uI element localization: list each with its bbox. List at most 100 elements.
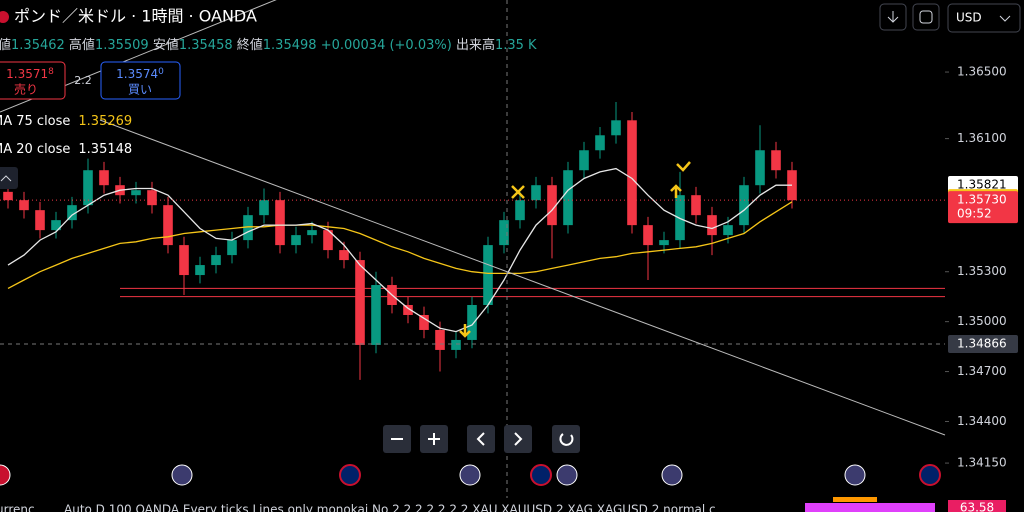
event-icon[interactable] — [171, 464, 193, 486]
sell-label: 売り — [14, 82, 38, 97]
legend-value: 1.35269 — [78, 114, 132, 129]
sell-button[interactable]: 1.35718 売り — [0, 61, 66, 100]
y-tick-label: 1.36500 — [957, 65, 1007, 79]
candle-body — [179, 245, 189, 276]
event-icon[interactable] — [844, 464, 866, 486]
candle-body — [3, 191, 13, 201]
value-box — [948, 500, 1006, 512]
candle-body — [643, 225, 653, 246]
ohlc-value: 1.35498 — [263, 38, 317, 53]
sell-box[interactable] — [0, 61, 66, 100]
volume-label: 出来高 — [456, 37, 495, 53]
candle-body — [579, 150, 589, 171]
event-icon[interactable] — [459, 464, 481, 486]
dropdown-icon — [999, 15, 1011, 22]
collapse-button[interactable] — [0, 167, 18, 189]
ohlc-label: 安値 — [153, 37, 179, 53]
ohlc-label: 高値 — [69, 37, 95, 53]
signal-down — [459, 324, 471, 338]
reset-button[interactable] — [552, 425, 580, 453]
candle-body — [19, 200, 29, 211]
signals — [459, 161, 691, 338]
status-value: 63.58 — [960, 501, 994, 512]
candle-body — [723, 225, 733, 236]
candle-body — [99, 170, 109, 186]
event-icon[interactable] — [339, 464, 361, 486]
currency-select[interactable]: USD — [947, 3, 1021, 33]
symbol-title: ポンド／米ドル · 1時間 · OANDA — [14, 7, 257, 26]
candle-body — [51, 220, 61, 231]
status-bar — [0, 498, 1024, 512]
buy-price-line: 1.35740 — [116, 67, 164, 81]
ohlc-label: 終値 — [237, 37, 263, 53]
candle-body — [355, 260, 365, 345]
candle-body — [35, 210, 45, 231]
buy-price: 1.3574 — [116, 67, 158, 81]
candle-body — [739, 185, 749, 226]
event-icon[interactable] — [530, 464, 552, 486]
candle-body — [371, 285, 381, 345]
candle-body — [595, 135, 605, 151]
y-tick-label: 1.34400 — [957, 414, 1007, 428]
plot — [0, 102, 945, 380]
candle-body — [499, 220, 509, 246]
buy-button[interactable]: 1.35740 買い — [100, 61, 181, 100]
price-label-box — [948, 334, 1018, 353]
scroll-left-button[interactable] — [467, 425, 495, 453]
moving-average — [7, 167, 792, 333]
status-tag — [805, 503, 935, 512]
legend-entry: MA 20 close 1.35148 — [0, 142, 132, 157]
collapse-icon — [0, 175, 12, 182]
sell-price: 1.3571 — [6, 67, 48, 81]
legend-value: 1.35148 — [78, 142, 132, 157]
moving-average — [7, 201, 793, 289]
legend-name: MA 75 close — [0, 114, 70, 129]
flag-icon — [0, 11, 9, 23]
status-tag — [833, 497, 877, 502]
candle-body — [531, 185, 541, 201]
select-box[interactable] — [947, 3, 1021, 33]
buy-box[interactable] — [100, 61, 181, 100]
candle-body — [659, 240, 669, 246]
event-icon[interactable] — [0, 464, 11, 486]
candle-body — [451, 339, 461, 350]
y-tick-label: 1.34150 — [957, 456, 1007, 470]
trend-line — [99, 119, 946, 436]
candle-body — [755, 150, 765, 186]
y-tick-label: 1.35300 — [957, 264, 1007, 278]
ohlc-value: 1.35462 — [11, 38, 65, 53]
collapse-box[interactable] — [0, 167, 18, 189]
legend-name: MA 20 close — [0, 142, 70, 157]
signal-check — [676, 161, 691, 172]
candle-body — [339, 250, 349, 261]
indicator-legend: MA 75 close 1.35269 MA 20 close 1.35148 — [0, 114, 132, 157]
candle-body — [131, 190, 141, 196]
download-button[interactable] — [879, 3, 907, 31]
candle-body — [195, 265, 205, 276]
fullscreen-button[interactable] — [912, 3, 940, 31]
candle-body — [211, 255, 221, 266]
candle-body — [419, 314, 429, 330]
candle-body — [483, 245, 493, 306]
scroll-right-button[interactable] — [504, 425, 532, 453]
price-label: 1.35821 — [957, 178, 1007, 192]
candle-body — [691, 195, 701, 216]
candle-body — [67, 205, 77, 221]
countdown: 09:52 — [957, 207, 992, 221]
right-icon — [514, 432, 523, 446]
signal-x — [511, 185, 525, 199]
status-script: Auto D 100 OANDA Every ticks Lines only … — [64, 503, 716, 512]
candle-body — [163, 205, 173, 246]
event-icon[interactable] — [661, 464, 683, 486]
change: +0.00034 (+0.03%) — [321, 38, 452, 53]
button-box[interactable] — [912, 3, 940, 31]
event-icon[interactable] — [919, 464, 941, 486]
candle-body — [403, 305, 413, 315]
volume-value: 1.35 K — [495, 38, 537, 53]
candle-body — [83, 170, 93, 206]
candle-body — [147, 190, 157, 206]
price-label: 1.35730 — [957, 193, 1007, 207]
download-icon — [887, 11, 899, 23]
event-icon[interactable] — [556, 464, 578, 486]
